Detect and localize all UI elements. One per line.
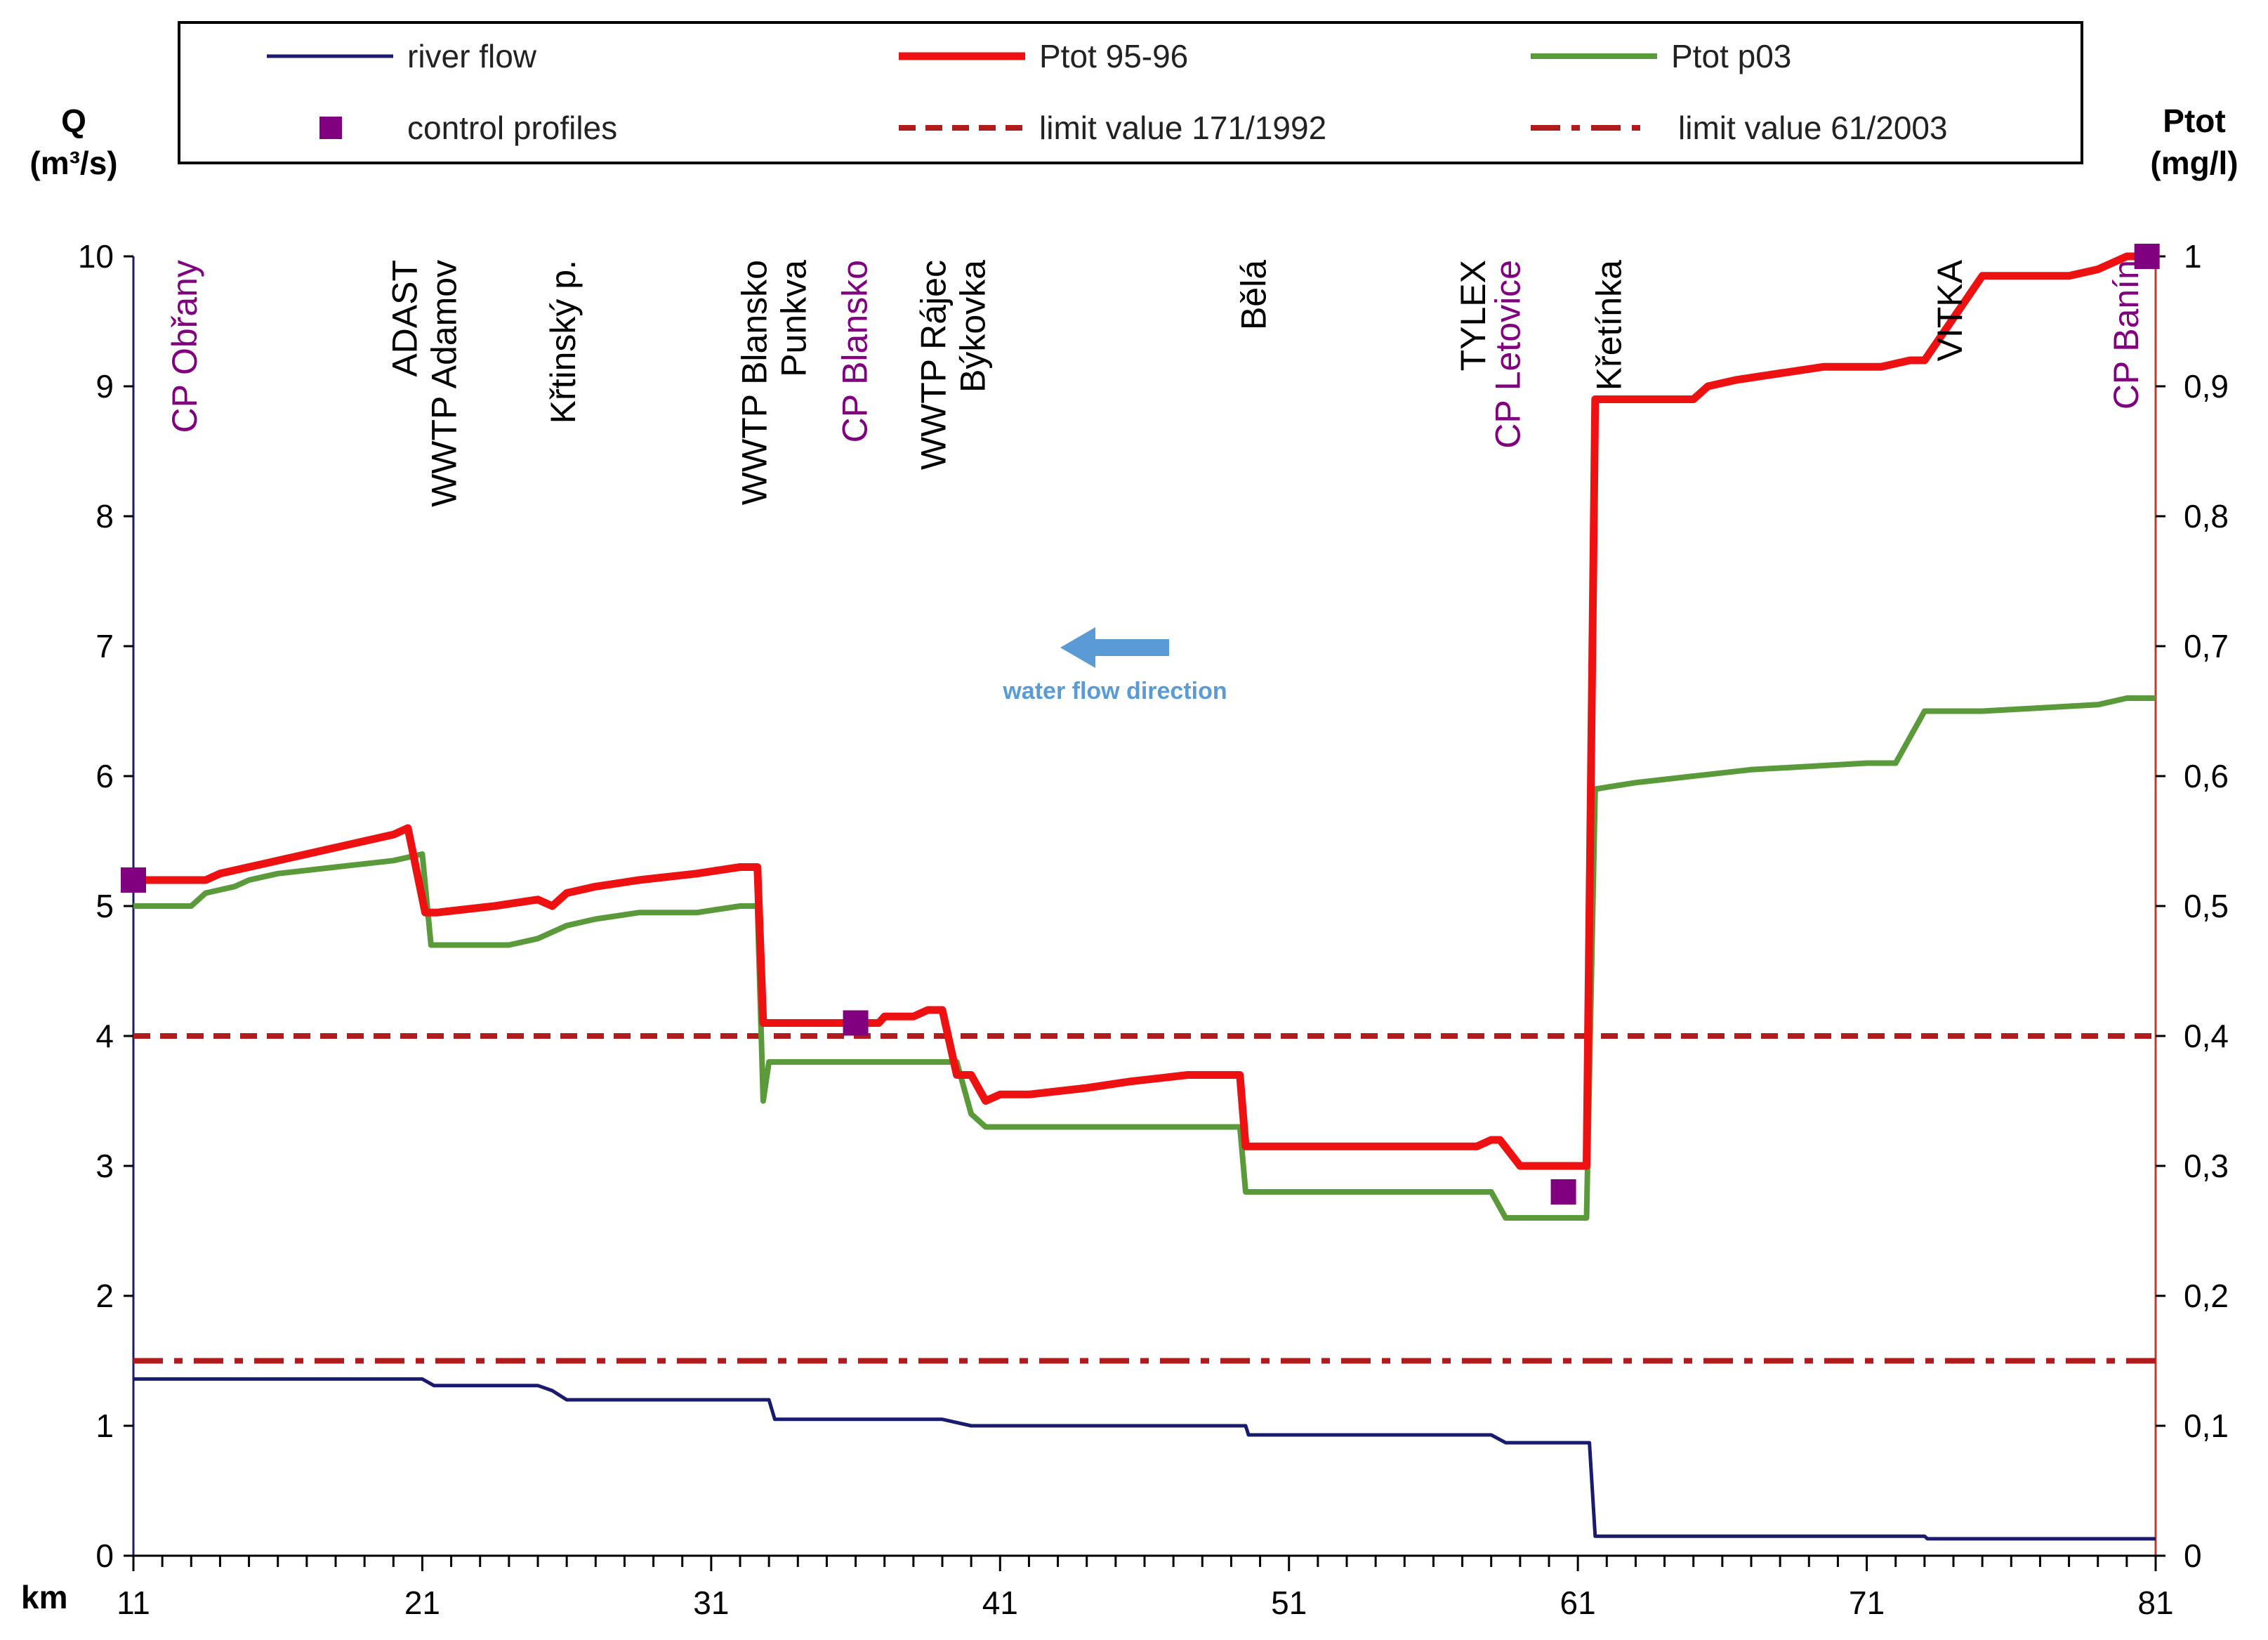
legend-label-limit-2003: limit value 61/2003 bbox=[1678, 110, 1948, 146]
y-right-title-line2: (mg/l) bbox=[2150, 145, 2238, 181]
location-label: Křetínka bbox=[1589, 260, 1628, 391]
y-left-tick-label: 1 bbox=[95, 1408, 114, 1444]
location-label-line: WWTP Adamov bbox=[425, 260, 464, 507]
y-left-tick-label: 7 bbox=[95, 628, 114, 664]
control-profile-marker bbox=[121, 867, 146, 893]
y-right-tick-label: 0,5 bbox=[2184, 888, 2229, 924]
y-right-tick-label: 0,6 bbox=[2184, 758, 2229, 794]
location-label-line: WWTP Blansko bbox=[734, 260, 774, 505]
y-left-tick-label: 4 bbox=[95, 1018, 114, 1054]
y-right-tick-label: 0,2 bbox=[2184, 1278, 2229, 1314]
control-profile-markers bbox=[121, 244, 2160, 1205]
legend-frame bbox=[178, 21, 2083, 164]
location-label-line: ADAST bbox=[385, 260, 425, 377]
location-label-line: CP Banín bbox=[2107, 260, 2146, 409]
location-label-line: WWTP Rájec bbox=[914, 260, 954, 470]
y-left-tick-label: 6 bbox=[95, 758, 114, 794]
location-label: ADAST WWTP Adamov bbox=[385, 260, 464, 507]
control-profile-marker bbox=[2134, 244, 2160, 269]
y-left-tick-label: 0 bbox=[95, 1537, 114, 1574]
location-label-line: CP Blansko bbox=[836, 260, 875, 442]
legend-label-ptot-p03: Ptot p03 bbox=[1671, 38, 1791, 74]
y-left-tick-label: 2 bbox=[95, 1278, 114, 1314]
y-left-tick-label: 10 bbox=[78, 238, 114, 275]
limit-lines bbox=[133, 1033, 2156, 1364]
legend-swatch-control-profiles bbox=[319, 117, 342, 139]
series-river-flow bbox=[133, 1377, 2156, 1541]
y-right-title-line1: Ptot bbox=[2163, 103, 2225, 139]
location-labels: CP Obřany ADAST WWTP Adamov Křtinský p. WWTP… bbox=[165, 259, 2146, 507]
y-right-tick-label: 0,1 bbox=[2184, 1408, 2229, 1444]
location-label: CP Banín bbox=[2107, 260, 2146, 409]
x-tick-label: 71 bbox=[1849, 1585, 1885, 1621]
y-right-tick-label: 0,3 bbox=[2184, 1148, 2229, 1184]
flow-direction-arrow-icon bbox=[1060, 627, 1169, 668]
location-label-line: CP Letovice bbox=[1488, 260, 1527, 449]
location-label-line: Býkovka bbox=[954, 260, 993, 393]
legend-label-ptot-9596: Ptot 95-96 bbox=[1039, 38, 1188, 74]
series-group bbox=[133, 252, 2156, 1541]
y-left-title-line2: (m³/s) bbox=[29, 145, 117, 181]
series-ptot-9596 bbox=[133, 252, 2156, 1170]
location-label: VITKA bbox=[1930, 259, 1970, 361]
flow-direction-label: water flow direction bbox=[1002, 678, 1227, 704]
y-right-tick-label: 0 bbox=[2184, 1537, 2202, 1574]
y-left-tick-label: 8 bbox=[95, 498, 114, 534]
x-tick-label: 11 bbox=[117, 1585, 150, 1621]
location-label: CP Letovice bbox=[1488, 260, 1527, 449]
series-ptot-p03 bbox=[133, 695, 2156, 1221]
location-label: CP Obřany bbox=[165, 260, 204, 433]
y-left-tick-label: 3 bbox=[95, 1148, 114, 1184]
y-right-tick-label: 0,4 bbox=[2184, 1018, 2229, 1054]
legend: river flow Ptot 95-96 Ptot p03 control p… bbox=[178, 21, 2083, 164]
location-label-line: Křetínka bbox=[1589, 260, 1628, 391]
location-label-line: VITKA bbox=[1930, 259, 1970, 361]
location-label-line: Bělá bbox=[1234, 260, 1273, 330]
y-left-tick-label: 5 bbox=[95, 888, 114, 924]
x-tick-label: 61 bbox=[1560, 1585, 1596, 1621]
x-tick-label: 31 bbox=[693, 1585, 729, 1621]
x-tick-label: 41 bbox=[982, 1585, 1018, 1621]
axis-ticks: 0 1 2 3 4 5 6 7 8 9 10 0 0,1 0,2 0,3 0,4 0,5 0,6 0,7 0,8 0,9… bbox=[78, 238, 2229, 1621]
y-right-tick-label: 1 bbox=[2184, 238, 2202, 275]
control-profile-marker bbox=[1550, 1179, 1576, 1205]
legend-label-limit-1992: limit value 171/1992 bbox=[1039, 110, 1326, 146]
location-label-line: Křtinský p. bbox=[543, 260, 583, 424]
location-label: WWTP Blansko Punkva bbox=[734, 260, 813, 505]
location-label: WWTP Rájec Býkovka bbox=[914, 260, 993, 470]
y-right-tick-label: 0,8 bbox=[2184, 498, 2229, 534]
location-label: Křtinský p. bbox=[543, 260, 583, 424]
location-label-line: CP Obřany bbox=[165, 260, 204, 433]
x-tick-label: 21 bbox=[404, 1585, 440, 1621]
x-tick-label: 51 bbox=[1271, 1585, 1307, 1621]
x-axis-title: km bbox=[21, 1579, 67, 1615]
legend-label-control-profiles: control profiles bbox=[407, 110, 617, 146]
location-label-line: Punkva bbox=[774, 260, 813, 377]
x-tick-label: 81 bbox=[2137, 1585, 2173, 1621]
flow-direction-annotation: water flow direction bbox=[1002, 627, 1227, 704]
y-right-tick-label: 0,7 bbox=[2184, 628, 2229, 664]
y-left-tick-label: 9 bbox=[95, 368, 114, 405]
location-label: Bělá bbox=[1234, 260, 1273, 330]
location-label: TYLEX bbox=[1453, 260, 1493, 371]
location-label-line: TYLEX bbox=[1453, 260, 1493, 371]
location-label: CP Blansko bbox=[836, 260, 875, 442]
control-profile-marker bbox=[843, 1010, 869, 1036]
y-right-tick-label: 0,9 bbox=[2184, 368, 2229, 405]
y-left-title-line1: Q bbox=[61, 103, 86, 139]
legend-label-river-flow: river flow bbox=[407, 38, 537, 74]
